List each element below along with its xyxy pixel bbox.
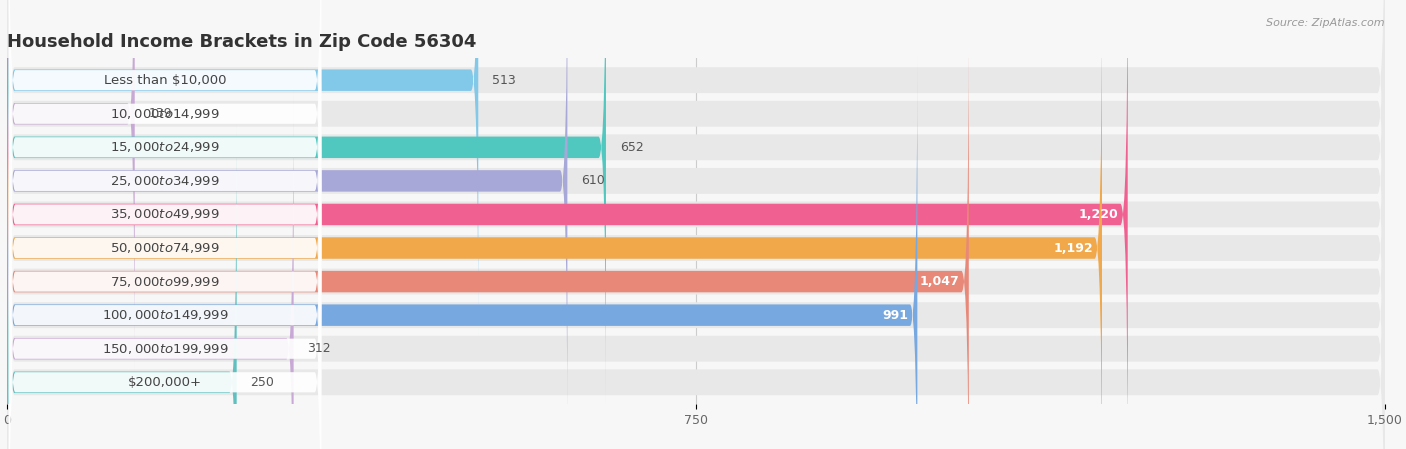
Text: $35,000 to $49,999: $35,000 to $49,999 bbox=[110, 207, 219, 221]
Text: $25,000 to $34,999: $25,000 to $34,999 bbox=[110, 174, 219, 188]
Text: 1,192: 1,192 bbox=[1053, 242, 1092, 255]
FancyBboxPatch shape bbox=[8, 0, 321, 406]
FancyBboxPatch shape bbox=[7, 60, 1385, 449]
Text: $10,000 to $14,999: $10,000 to $14,999 bbox=[110, 107, 219, 121]
FancyBboxPatch shape bbox=[7, 0, 606, 405]
FancyBboxPatch shape bbox=[7, 93, 1385, 449]
FancyBboxPatch shape bbox=[7, 0, 1385, 449]
Text: $75,000 to $99,999: $75,000 to $99,999 bbox=[110, 275, 219, 289]
Text: Less than $10,000: Less than $10,000 bbox=[104, 74, 226, 87]
FancyBboxPatch shape bbox=[7, 0, 1385, 436]
FancyBboxPatch shape bbox=[7, 0, 478, 338]
Text: $200,000+: $200,000+ bbox=[128, 376, 202, 389]
Text: 312: 312 bbox=[308, 342, 330, 355]
FancyBboxPatch shape bbox=[8, 90, 321, 449]
Text: $150,000 to $199,999: $150,000 to $199,999 bbox=[101, 342, 228, 356]
Text: Source: ZipAtlas.com: Source: ZipAtlas.com bbox=[1267, 18, 1385, 28]
FancyBboxPatch shape bbox=[7, 24, 969, 449]
Text: Household Income Brackets in Zip Code 56304: Household Income Brackets in Zip Code 56… bbox=[7, 33, 477, 51]
Text: $50,000 to $74,999: $50,000 to $74,999 bbox=[110, 241, 219, 255]
Text: $100,000 to $149,999: $100,000 to $149,999 bbox=[101, 308, 228, 322]
FancyBboxPatch shape bbox=[7, 26, 1385, 449]
Text: 1,047: 1,047 bbox=[920, 275, 960, 288]
Text: 991: 991 bbox=[882, 308, 908, 321]
FancyBboxPatch shape bbox=[8, 23, 321, 449]
Text: 513: 513 bbox=[492, 74, 516, 87]
FancyBboxPatch shape bbox=[7, 0, 1385, 370]
FancyBboxPatch shape bbox=[7, 0, 1385, 403]
FancyBboxPatch shape bbox=[7, 124, 236, 449]
FancyBboxPatch shape bbox=[7, 0, 135, 371]
Text: 250: 250 bbox=[250, 376, 274, 389]
FancyBboxPatch shape bbox=[8, 0, 321, 372]
FancyBboxPatch shape bbox=[7, 0, 1385, 449]
Text: 652: 652 bbox=[620, 141, 644, 154]
FancyBboxPatch shape bbox=[8, 124, 321, 449]
FancyBboxPatch shape bbox=[8, 158, 321, 449]
Text: 610: 610 bbox=[581, 174, 605, 187]
Text: 1,220: 1,220 bbox=[1078, 208, 1119, 221]
FancyBboxPatch shape bbox=[8, 0, 321, 339]
Text: $15,000 to $24,999: $15,000 to $24,999 bbox=[110, 141, 219, 154]
FancyBboxPatch shape bbox=[7, 0, 1385, 336]
Text: 139: 139 bbox=[149, 107, 172, 120]
FancyBboxPatch shape bbox=[7, 0, 1128, 449]
FancyBboxPatch shape bbox=[7, 57, 917, 449]
FancyBboxPatch shape bbox=[8, 57, 321, 449]
FancyBboxPatch shape bbox=[7, 91, 294, 449]
FancyBboxPatch shape bbox=[7, 127, 1385, 449]
FancyBboxPatch shape bbox=[7, 0, 1102, 449]
FancyBboxPatch shape bbox=[8, 0, 321, 305]
FancyBboxPatch shape bbox=[8, 0, 321, 439]
FancyBboxPatch shape bbox=[7, 0, 568, 439]
